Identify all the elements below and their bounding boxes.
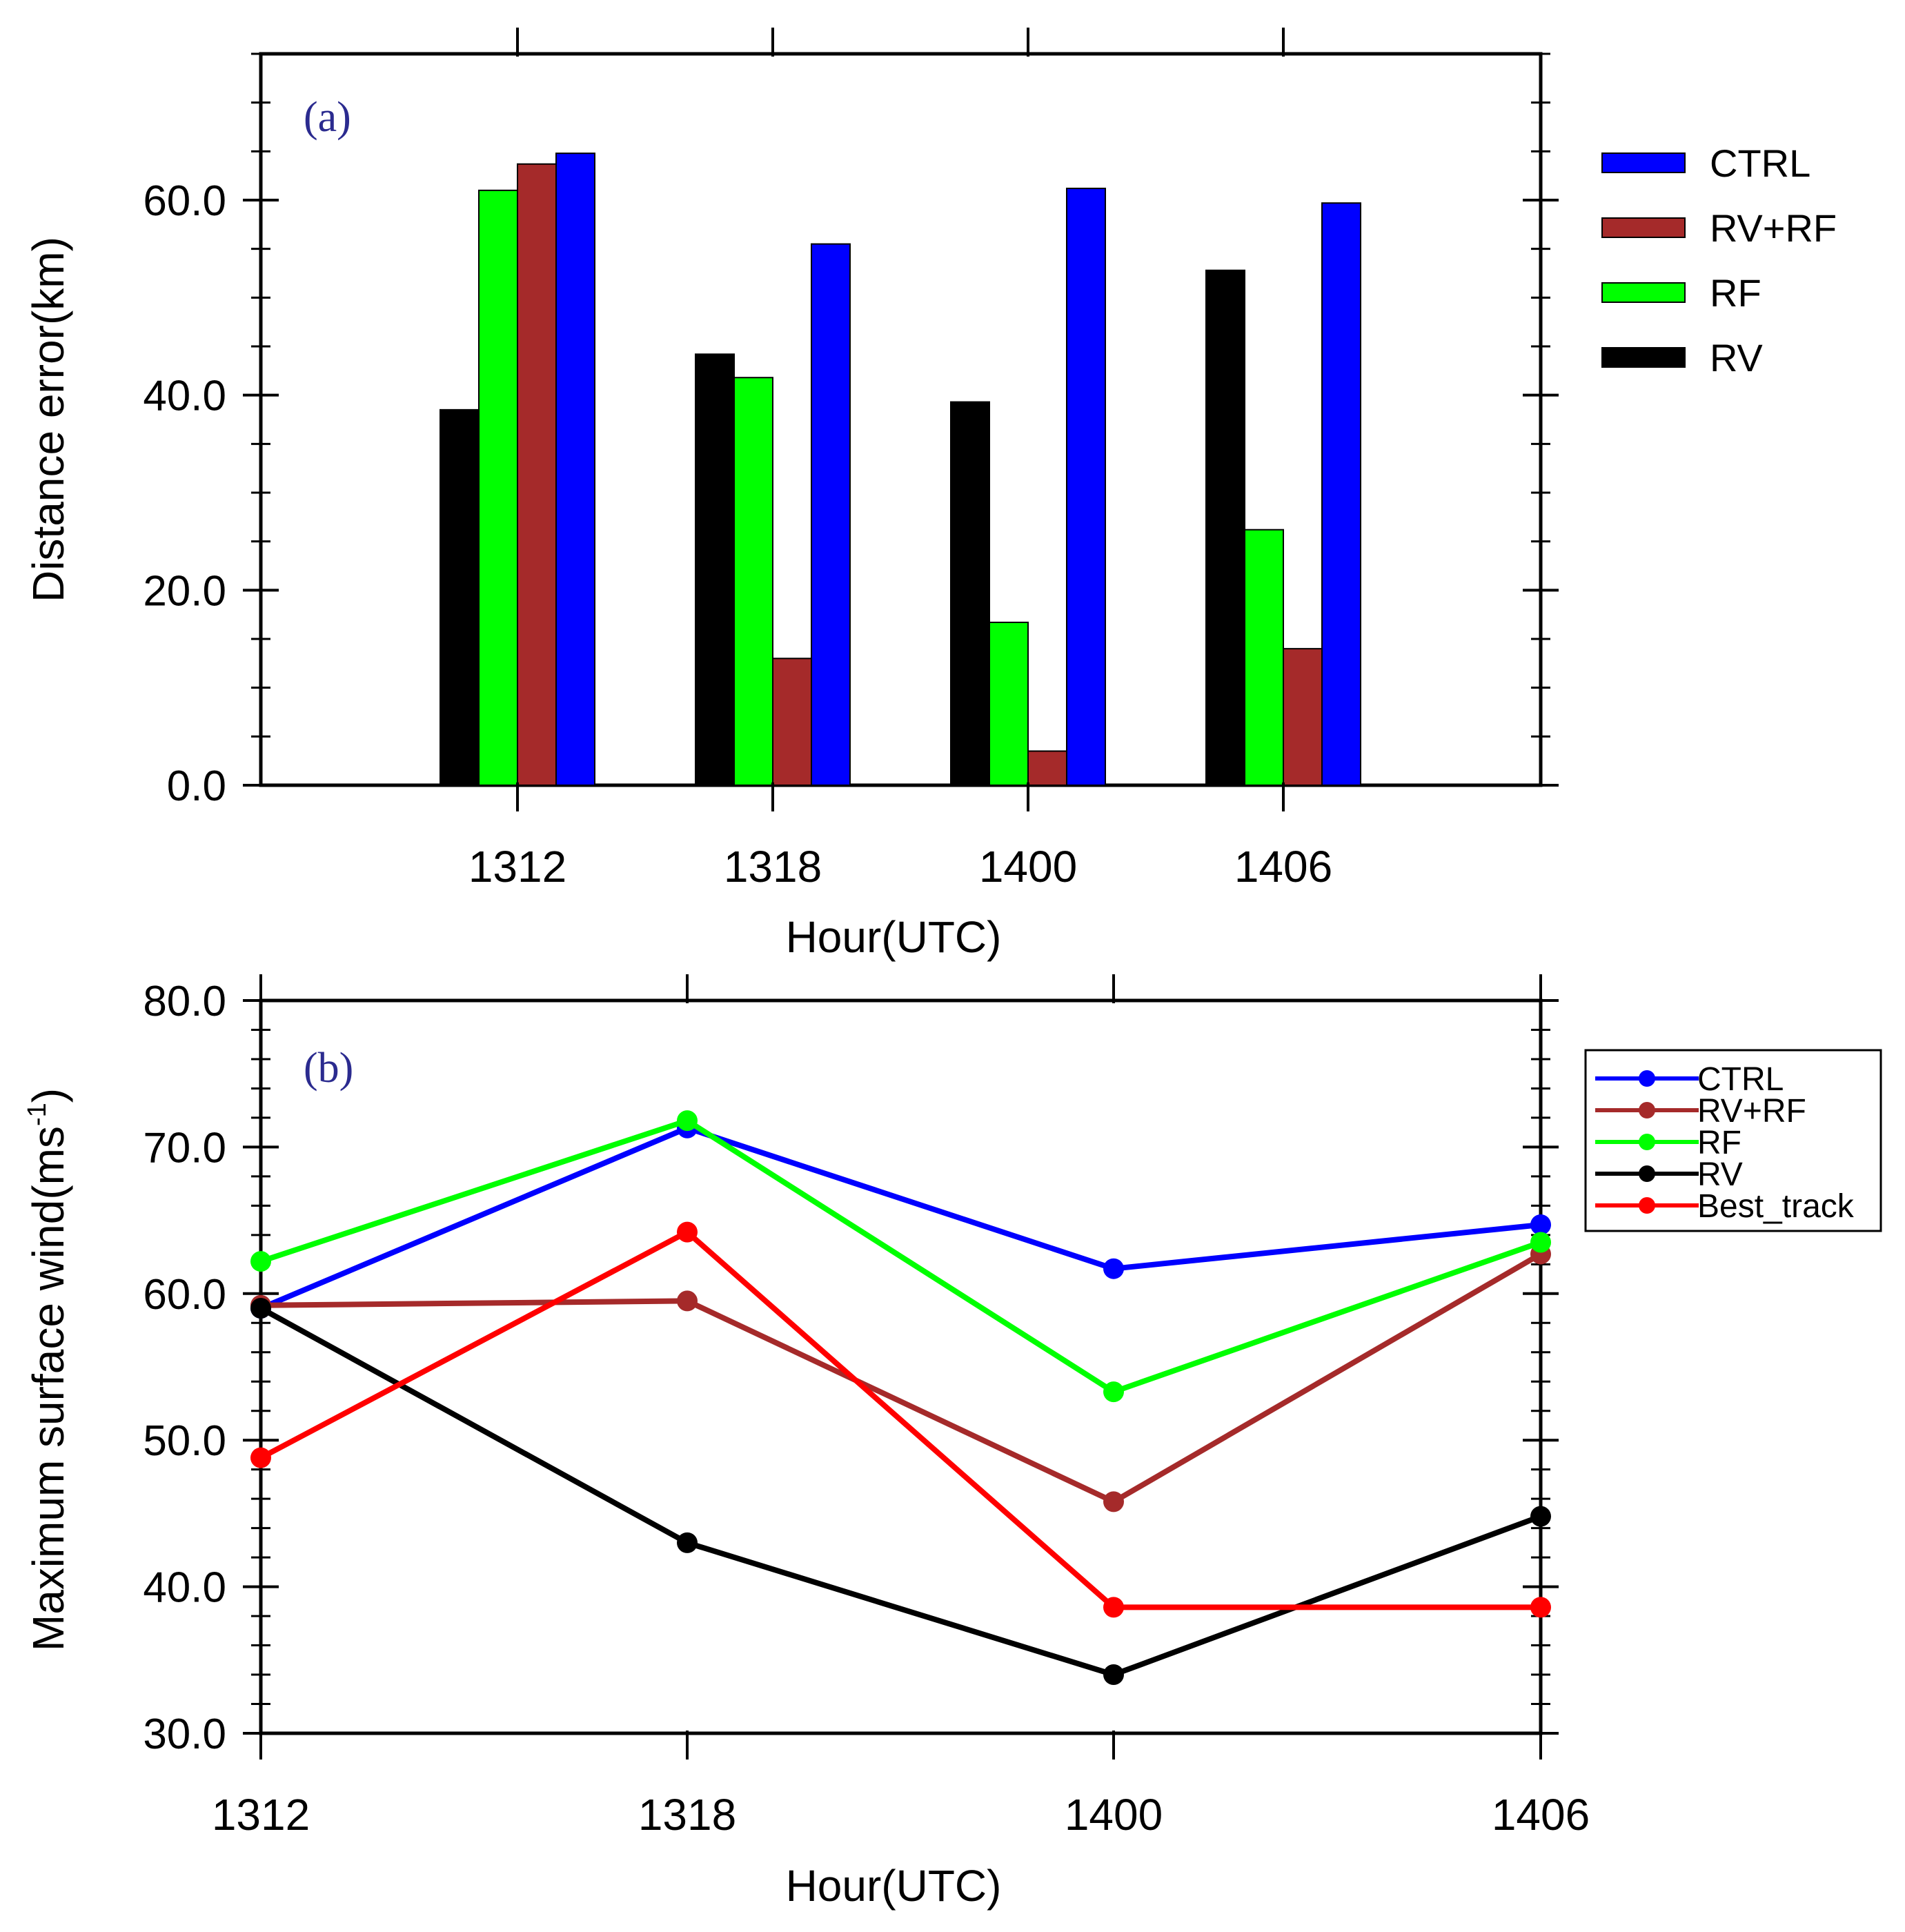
line-rv-rf: [260, 1251, 1543, 1505]
panel-a-legend-label: CTRL: [1710, 141, 1810, 185]
panel-b-y-tick-label: 50.0: [143, 1417, 226, 1465]
panel-b-plot-frame: [259, 998, 1543, 1735]
panel-b-legend-label: RV: [1697, 1156, 1743, 1193]
panel-a-legend-label: RV: [1710, 336, 1763, 379]
point-rv-1400: [1103, 1664, 1124, 1686]
panel-b-max-surface-wind-line-chart: 30.0 40.0 50.0 60.0 70.0 80.0 1312 1318 1400 1406…: [23, 974, 1882, 1911]
panel-b-y-tick-label: 80.0: [143, 978, 226, 1025]
point-rv-1406: [1530, 1506, 1551, 1527]
panel-b-legend-label: CTRL: [1697, 1061, 1784, 1098]
panel-b-y-tick-label: 40.0: [143, 1564, 226, 1612]
panel-a-legend-swatch: [1601, 347, 1686, 368]
panel-b-legend-marker: [1639, 1070, 1655, 1087]
bar-rv-rf-1318: [772, 658, 812, 786]
bar-rv-1406: [1205, 269, 1245, 786]
line-rv: [259, 1305, 1542, 1678]
panel-a-ticks: 0.0 20.0 40.0 60.0 1312 1318 1400 1406: [143, 28, 1559, 891]
panel-a-plot-frame: [259, 52, 1543, 787]
bar-ctrl-1318: [811, 243, 851, 787]
point-rf-1318: [677, 1110, 698, 1132]
panel-a-x-tick-label: 1312: [468, 842, 566, 891]
panel-b-x-tick-label: 1400: [1065, 1790, 1163, 1840]
panel-b-x-tick-label: 1318: [638, 1790, 736, 1840]
line-rf: [259, 1118, 1542, 1395]
panel-b-legend-marker: [1639, 1134, 1655, 1150]
bar-rv-rf-1312: [517, 163, 557, 786]
bar-rf-1312: [478, 189, 518, 787]
panel-a-legend-swatch: [1601, 152, 1686, 173]
point-best-track-1406: [1530, 1597, 1551, 1618]
point-rf-1400: [1103, 1381, 1124, 1403]
panel-a-y-axis-title: Distance error(km): [23, 237, 73, 602]
bar-rf-1400: [989, 621, 1029, 786]
panel-b-series: [250, 1110, 1551, 1686]
panel-b-y-axis-title-end: ): [23, 1088, 73, 1103]
panel-a-y-tick-label: 60.0: [143, 177, 226, 225]
bar-rv-1400: [950, 401, 990, 786]
bar-rv-1318: [695, 353, 735, 786]
panel-a-y-tick-label: 20.0: [143, 567, 226, 615]
panel-a-legend-swatch: [1601, 217, 1686, 238]
line-best-track: [259, 1229, 1541, 1610]
panel-b-legend-marker: [1639, 1197, 1655, 1214]
panel-a-legend-label: RF: [1710, 271, 1761, 315]
panel-a-bars: [440, 152, 1361, 787]
panel-a-legend-label: RV+RF: [1710, 206, 1837, 250]
point-ctrl-1400: [1103, 1258, 1124, 1279]
panel-a-x-axis-title: Hour(UTC): [786, 912, 1002, 962]
panel-b-legend-marker: [1639, 1165, 1655, 1182]
point-rf-1312: [250, 1251, 271, 1272]
panel-a-label: (a): [304, 94, 351, 141]
point-best-track-1400: [1103, 1597, 1124, 1618]
line-ctrl: [259, 1125, 1541, 1311]
panel-b-legend-label: RV+RF: [1697, 1093, 1806, 1130]
panel-b-y-axis-title-superscript: -1: [23, 1103, 52, 1126]
panel-b-x-tick-label: 1312: [212, 1790, 310, 1840]
point-rv-1312: [250, 1298, 271, 1319]
point-ctrl-1406: [1530, 1214, 1551, 1235]
panel-a-distance-error-bar-chart: 0.0 20.0 40.0 60.0 1312 1318 1400 1406 (a) Hour…: [23, 28, 1837, 962]
point-rv-rf-1318: [677, 1290, 698, 1312]
point-rf-1406: [1530, 1232, 1551, 1253]
panel-a-legend: CTRL RV+RF RF RV: [1601, 141, 1837, 379]
panel-a-x-tick-label: 1406: [1234, 842, 1332, 891]
panel-b-y-tick-label: 60.0: [143, 1271, 226, 1319]
bar-rf-1406: [1244, 529, 1284, 786]
panel-a-y-tick-label: 0.0: [167, 762, 226, 810]
bar-rv-1312: [440, 408, 480, 786]
panel-b-y-tick-label: 30.0: [143, 1711, 226, 1758]
point-best-track-1312: [250, 1447, 271, 1468]
panel-b-legend-marker: [1639, 1102, 1655, 1118]
panel-b-x-axis-title: Hour(UTC): [786, 1861, 1002, 1911]
bar-ctrl-1312: [555, 152, 595, 787]
panel-b-y-axis-title: Maximum surface wind(ms-1): [23, 1088, 73, 1651]
point-best-track-1318: [677, 1221, 698, 1243]
panel-b-y-axis-title-main: Maximum surface wind(ms: [23, 1126, 73, 1651]
panel-a-x-tick-label: 1318: [724, 842, 822, 891]
panel-b-y-tick-label: 70.0: [143, 1124, 226, 1172]
panel-a-y-tick-label: 40.0: [143, 373, 226, 420]
panel-b-label: (b): [304, 1045, 353, 1092]
panel-b-ticks: 30.0 40.0 50.0 60.0 70.0 80.0 1312 1318 1400 1406: [143, 974, 1590, 1840]
panel-b-x-tick-label: 1406: [1492, 1790, 1590, 1840]
bar-ctrl-1406: [1321, 202, 1361, 786]
point-rv-rf-1400: [1103, 1491, 1124, 1512]
panel-a-legend-swatch: [1601, 282, 1686, 303]
panel-b-legend-label: RF: [1697, 1125, 1741, 1161]
panel-b-legend-label: Best_track: [1697, 1188, 1855, 1225]
point-rv-1318: [677, 1532, 698, 1553]
bar-ctrl-1400: [1066, 188, 1106, 787]
bar-rv-rf-1406: [1283, 648, 1323, 787]
bar-rf-1318: [733, 377, 773, 786]
panel-a-x-tick-label: 1400: [979, 842, 1077, 891]
bar-rv-rf-1400: [1027, 750, 1067, 786]
